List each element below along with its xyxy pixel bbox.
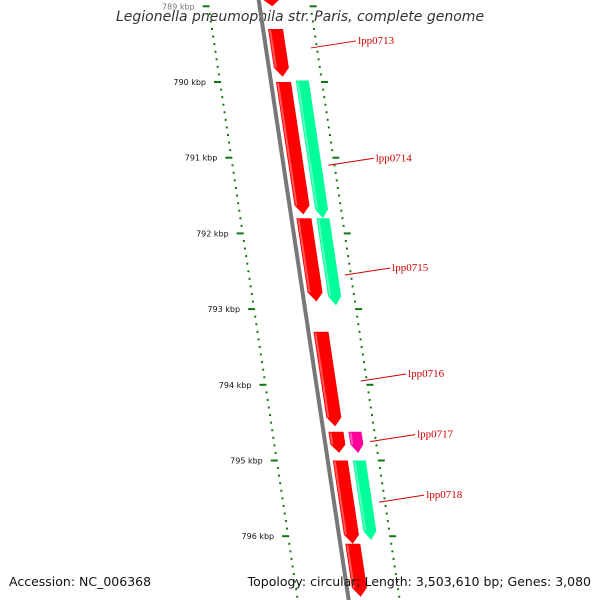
cds-highlight <box>333 461 347 535</box>
cds-reverse <box>316 218 342 306</box>
gene-label: lpp0718 <box>426 489 463 501</box>
cds-highlight <box>353 461 367 532</box>
gene-label-leader <box>378 494 425 503</box>
cds-forward <box>345 543 367 597</box>
gene-label: lpp0714 <box>376 152 413 164</box>
tick-label: 796 kbp <box>242 532 275 541</box>
tick-label: 789 kbp <box>162 2 195 11</box>
cds-reverse <box>295 80 329 219</box>
cds-highlight <box>317 219 332 297</box>
gene-label: lpp0717 <box>417 429 454 441</box>
gene-label: lpp0713 <box>358 35 395 47</box>
tick-label: 794 kbp <box>219 381 252 390</box>
gene-label-leader <box>310 40 357 49</box>
tick-label: 790 kbp <box>173 78 206 87</box>
cds-forward <box>263 0 279 7</box>
cds-highlight <box>297 219 311 293</box>
cds-forward <box>268 29 289 77</box>
cds-highlight <box>349 432 354 445</box>
gene-label-leader <box>344 267 391 276</box>
cds-highlight <box>346 544 355 588</box>
label-layer: lpp0713 lpp0714 lpp0715 lpp0716 lpp0717 lpp07… <box>310 35 463 503</box>
cds-forward <box>313 331 342 427</box>
cds-highlight <box>314 332 330 418</box>
cds-highlight <box>277 82 298 206</box>
gene-label-leader <box>328 157 374 166</box>
tick-label: 792 kbp <box>196 229 229 238</box>
cds-forward <box>276 82 310 215</box>
cds-forward <box>296 218 323 302</box>
cds-reverse <box>352 460 377 540</box>
tick-layer: 789 kbp 790 kbp 791 kbp 792 kbp 793 kbp 794 k… <box>162 2 401 598</box>
gene-label-leader <box>360 373 407 382</box>
cds-highlight <box>296 81 319 210</box>
gene-label-leader <box>369 434 416 443</box>
cds-forward <box>332 460 359 544</box>
feature-layer <box>263 0 377 597</box>
summary-text: Topology: circular; Length: 3,503,610 bp… <box>247 574 591 589</box>
tick-label: 793 kbp <box>207 305 240 314</box>
cds-forward <box>328 431 346 453</box>
cds-reverse <box>348 431 364 453</box>
cds-highlight <box>329 432 334 445</box>
tick-label: 791 kbp <box>185 154 218 163</box>
gene-label: lpp0715 <box>392 262 429 274</box>
gene-label: lpp0716 <box>408 368 445 380</box>
map-title: Legionella pneumophila str. Paris, compl… <box>115 9 485 25</box>
cds-highlight <box>269 29 277 68</box>
tick-label: 795 kbp <box>230 457 263 466</box>
genome-backbone <box>256 0 351 600</box>
accession-text: Accession: NC_006368 <box>9 574 152 589</box>
